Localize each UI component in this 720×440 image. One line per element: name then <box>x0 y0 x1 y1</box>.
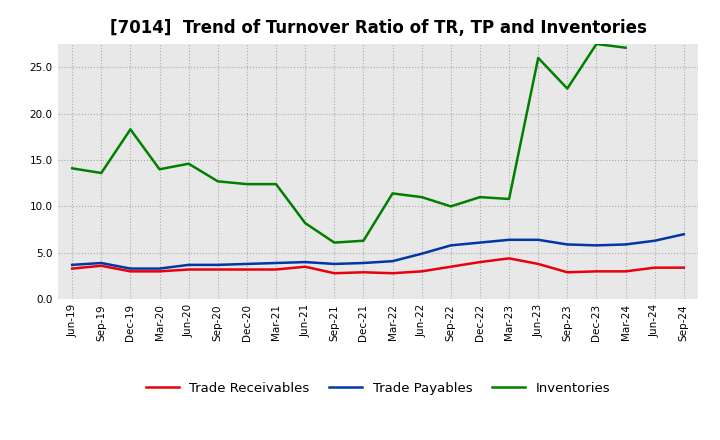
Trade Receivables <box>243 267 251 272</box>
Inventories <box>243 181 251 187</box>
Inventories <box>330 240 338 245</box>
Trade Payables <box>68 262 76 268</box>
Trade Payables <box>271 260 280 266</box>
Trade Receivables <box>97 263 106 268</box>
Trade Payables <box>388 259 397 264</box>
Trade Receivables <box>680 265 688 270</box>
Inventories <box>563 86 572 91</box>
Inventories <box>213 179 222 184</box>
Inventories <box>271 181 280 187</box>
Trade Receivables <box>156 269 164 274</box>
Trade Payables <box>563 242 572 247</box>
Line: Trade Receivables: Trade Receivables <box>72 258 684 273</box>
Trade Receivables <box>301 264 310 269</box>
Trade Receivables <box>68 266 76 271</box>
Trade Receivables <box>359 270 368 275</box>
Trade Receivables <box>505 256 513 261</box>
Trade Receivables <box>650 265 659 270</box>
Inventories <box>418 194 426 200</box>
Trade Payables <box>126 266 135 271</box>
Trade Payables <box>592 243 600 248</box>
Inventories <box>534 55 543 61</box>
Trade Payables <box>534 237 543 242</box>
Trade Payables <box>330 261 338 267</box>
Inventories <box>476 194 485 200</box>
Trade Payables <box>301 260 310 265</box>
Trade Payables <box>156 266 164 271</box>
Legend: Trade Receivables, Trade Payables, Inventories: Trade Receivables, Trade Payables, Inven… <box>140 376 616 400</box>
Trade Payables <box>359 260 368 266</box>
Trade Payables <box>418 251 426 257</box>
Trade Payables <box>505 237 513 242</box>
Trade Receivables <box>563 270 572 275</box>
Trade Payables <box>97 260 106 266</box>
Inventories <box>156 167 164 172</box>
Inventories <box>592 41 600 47</box>
Trade Receivables <box>476 260 485 265</box>
Trade Payables <box>446 243 455 248</box>
Trade Receivables <box>330 271 338 276</box>
Inventories <box>388 191 397 196</box>
Trade Payables <box>621 242 630 247</box>
Trade Payables <box>184 262 193 268</box>
Trade Payables <box>213 262 222 268</box>
Line: Trade Payables: Trade Payables <box>72 234 684 268</box>
Inventories <box>359 238 368 243</box>
Title: [7014]  Trend of Turnover Ratio of TR, TP and Inventories: [7014] Trend of Turnover Ratio of TR, TP… <box>109 19 647 37</box>
Trade Receivables <box>621 269 630 274</box>
Trade Receivables <box>592 269 600 274</box>
Trade Payables <box>680 231 688 237</box>
Inventories <box>68 166 76 171</box>
Inventories <box>505 196 513 202</box>
Inventories <box>621 45 630 50</box>
Trade Receivables <box>534 261 543 267</box>
Trade Receivables <box>418 269 426 274</box>
Trade Receivables <box>271 267 280 272</box>
Inventories <box>126 127 135 132</box>
Trade Payables <box>650 238 659 243</box>
Trade Payables <box>476 240 485 245</box>
Trade Receivables <box>446 264 455 269</box>
Inventories <box>301 220 310 226</box>
Inventories <box>97 170 106 176</box>
Inventories <box>184 161 193 166</box>
Trade Receivables <box>126 269 135 274</box>
Inventories <box>446 204 455 209</box>
Trade Payables <box>243 261 251 267</box>
Trade Receivables <box>184 267 193 272</box>
Trade Receivables <box>213 267 222 272</box>
Line: Inventories: Inventories <box>72 44 626 242</box>
Trade Receivables <box>388 271 397 276</box>
